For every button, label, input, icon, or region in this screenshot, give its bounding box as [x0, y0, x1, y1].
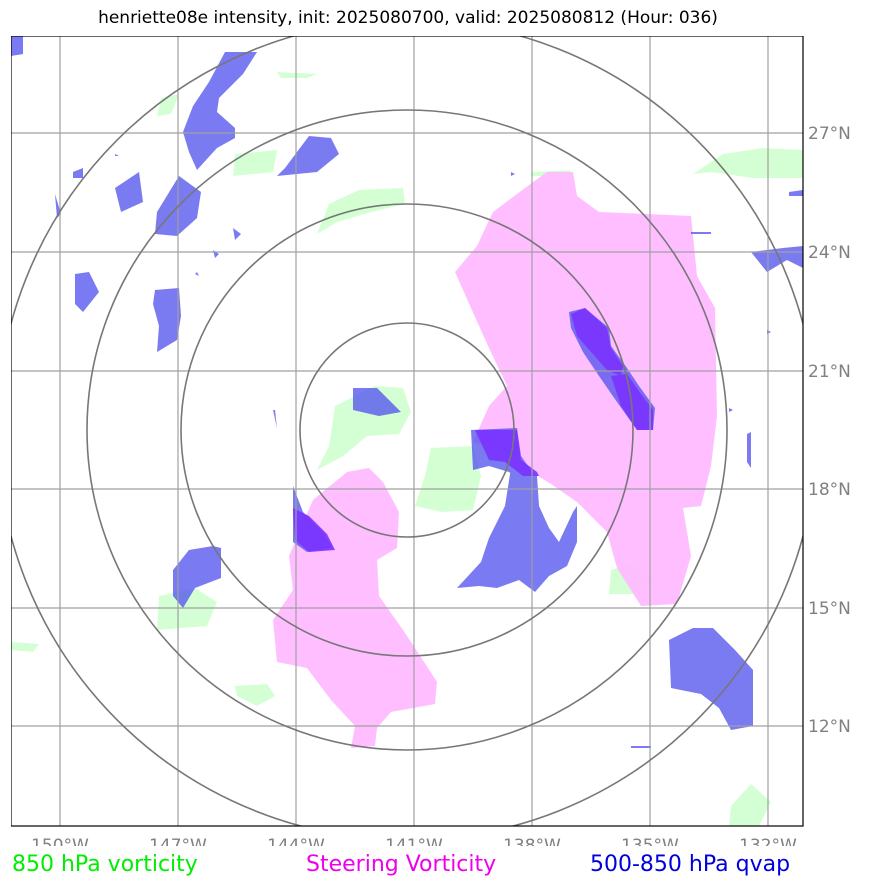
lon-label-135w: 135°W [621, 836, 679, 846]
overlap-contours [293, 308, 653, 552]
legend-qvap: 500-850 hPa qvap [590, 852, 791, 877]
map-title: henriette08e intensity, init: 2025080700… [98, 8, 718, 28]
map-plot-area: 150°W 147°W 144°W 141°W 138°W 135°W 132°… [11, 36, 851, 846]
graticule [11, 36, 803, 826]
lon-label-150w: 150°W [31, 836, 89, 846]
lat-label-12n: 12°N [808, 717, 851, 737]
lon-label-144w: 144°W [267, 836, 325, 846]
lon-label-147w: 147°W [149, 836, 207, 846]
lat-label-27n: 27°N [808, 124, 851, 144]
latitude-labels: 27°N 24°N 21°N 18°N 15°N 12°N [808, 124, 851, 737]
lat-label-15n: 15°N [808, 599, 851, 619]
map-svg: 150°W 147°W 144°W 141°W 138°W 135°W 132°… [11, 36, 851, 846]
map-frame [11, 36, 804, 827]
legend-steering-vorticity: Steering Vorticity [306, 852, 497, 877]
lat-label-18n: 18°N [808, 480, 851, 500]
lat-label-24n: 24°N [808, 243, 851, 263]
lon-label-138w: 138°W [503, 836, 561, 846]
lon-label-132w: 132°W [739, 836, 797, 846]
longitude-labels: 150°W 147°W 144°W 141°W 138°W 135°W 132°… [31, 836, 797, 846]
lat-label-21n: 21°N [808, 362, 851, 382]
vorticity-850-contours [11, 72, 803, 826]
range-rings [11, 36, 803, 826]
lon-label-141w: 141°W [385, 836, 443, 846]
legend-850-vorticity: 850 hPa vorticity [12, 852, 198, 877]
